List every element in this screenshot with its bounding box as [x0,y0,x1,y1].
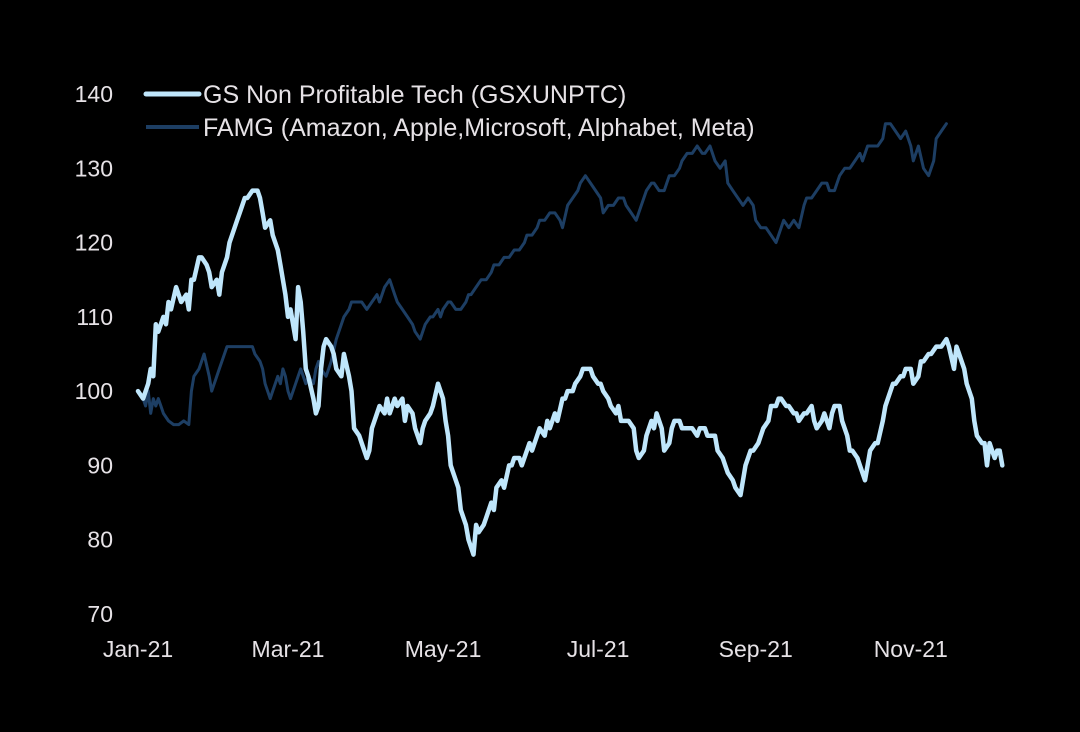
x-tick-label: Sep-21 [719,636,793,662]
y-tick-label: 110 [76,304,113,330]
series-layer [135,122,1005,557]
y-tick-label: 70 [87,601,113,627]
y-axis-ticks: 70 80 90 100 110 120 130 140 [75,81,113,627]
legend-label-famg: FAMG (Amazon, Apple,Microsoft, Alphabet,… [203,114,755,142]
legend-label-gsxunptc: GS Non Profitable Tech (GSXUNPTC) [203,81,626,109]
x-tick-label: Mar-21 [252,636,325,662]
x-tick-label: Jan-21 [103,636,173,662]
legend: GS Non Profitable Tech (GSXUNPTC) FAMG (… [143,81,755,142]
x-tick-label: Nov-21 [874,636,948,662]
y-tick-label: 120 [75,230,113,256]
x-axis-ticks: Jan-21 Mar-21 May-21 Jul-21 Sep-21 Nov-21 [103,636,948,662]
y-tick-label: 80 [87,527,113,553]
y-tick-label: 100 [75,378,113,404]
y-tick-label: 130 [75,155,113,181]
x-tick-label: Jul-21 [567,636,630,662]
series-line-famg [136,122,948,427]
series-line-gsxunptc [135,188,1005,557]
y-tick-label: 140 [75,81,113,107]
x-tick-label: May-21 [405,636,482,662]
y-tick-label: 90 [87,452,113,478]
